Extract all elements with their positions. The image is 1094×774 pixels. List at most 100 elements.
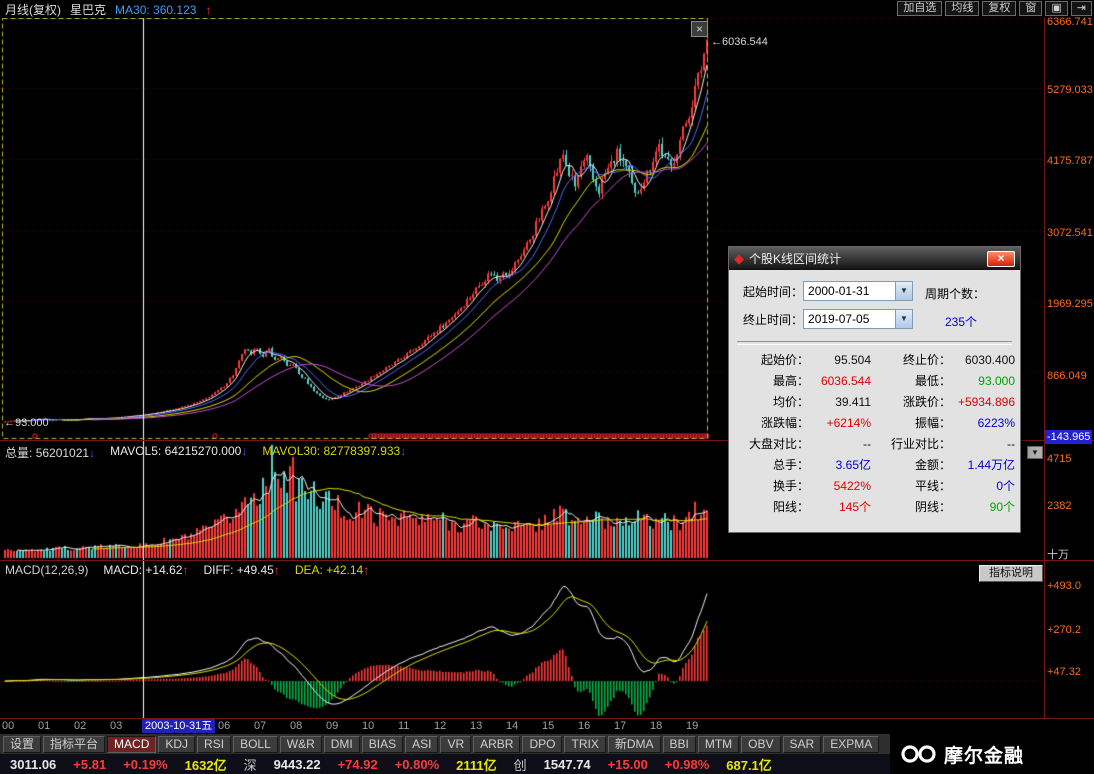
indicator-tab-mtm[interactable]: MTM <box>697 735 740 753</box>
window-button[interactable]: 窗 <box>1019 1 1043 16</box>
dialog-separator <box>737 341 1012 345</box>
stat-label: 总手： <box>772 458 809 472</box>
top-bar-buttons: 加自选 均线 复权 窗 ▣ ⇥ <box>897 1 1092 16</box>
pane-divider <box>0 440 1094 441</box>
volume-dropdown-button[interactable]: ▼ <box>1027 446 1043 459</box>
x-axis-year-label: 03 <box>110 720 123 732</box>
stat-label: 均价： <box>772 395 809 409</box>
dialog-title-bar[interactable]: ◆ 个股K线区间统计 × <box>729 247 1020 270</box>
dock-right-icon[interactable]: ⇥ <box>1070 1 1092 16</box>
low-price-marker: ←93.000 <box>4 417 49 429</box>
stat-label: 阳线： <box>772 500 809 514</box>
close-pane-button[interactable]: × <box>691 21 708 37</box>
status-item: 687.1亿 <box>726 757 772 773</box>
indicator-tab-trix[interactable]: TRIX <box>564 735 606 753</box>
stat-value: 90个 <box>989 500 1015 514</box>
indicator-tab-dmi[interactable]: DMI <box>323 735 360 753</box>
macd-chart[interactable] <box>0 561 1044 718</box>
settings-button[interactable]: 设置 <box>3 735 42 753</box>
stat-value: 6223% <box>977 416 1015 430</box>
stat-value: 6030.400 <box>964 353 1015 367</box>
layout-grid-icon[interactable]: ▣ <box>1045 1 1068 16</box>
start-date-select[interactable]: 2000-01-31 ▼ <box>803 281 914 301</box>
up-arrow-icon: ↑ <box>273 563 280 577</box>
status-item: 1632亿 <box>184 757 227 773</box>
x-axis-year-label: 11 <box>398 720 410 732</box>
indicator-tab-rsi[interactable]: RSI <box>197 735 232 753</box>
crosshair-date-badge: 2003-10-31五 <box>142 719 216 733</box>
status-item: 3011.06 <box>10 756 57 772</box>
x-axis-year-label: 17 <box>614 720 627 732</box>
indicator-platform-button[interactable]: 指标平台 <box>43 735 106 753</box>
x-axis-year-label: 19 <box>686 720 699 732</box>
pane-divider <box>0 560 1094 561</box>
pane-divider <box>0 718 1094 719</box>
indicator-tab-bbi[interactable]: BBI <box>662 735 696 753</box>
price-axis-label: 1969.295 <box>1047 298 1093 310</box>
dialog-title: 个股K线区间统计 <box>749 252 842 266</box>
x-axis-year-label: 00 <box>2 720 15 732</box>
crosshair-price-badge: -143.965 <box>1045 430 1093 444</box>
stat-value: +6214% <box>826 416 871 430</box>
indicator-tab-boll[interactable]: BOLL <box>233 735 278 753</box>
infinity-logo-icon <box>901 745 936 763</box>
macd-axis-label: +270.2 <box>1047 624 1081 636</box>
up-arrow-icon: ↑ <box>363 563 370 577</box>
app-diamond-icon: ◆ <box>734 251 744 266</box>
indicator-tab-vr[interactable]: VR <box>440 735 472 753</box>
macd-axis-label: +493.0 <box>1047 580 1081 592</box>
indicator-tab-arbr[interactable]: ARBR <box>473 735 521 753</box>
volume-header: 总量: 56201021↓ MAVOL5: 64215270.000↓ MAVO… <box>5 444 407 460</box>
period-count-value: 235个 <box>945 315 978 329</box>
x-axis-year-label: 09 <box>326 720 339 732</box>
stat-label: 阴线： <box>914 500 951 514</box>
indicator-tab-obv[interactable]: OBV <box>741 735 781 753</box>
status-item: 9443.22 <box>273 756 321 772</box>
down-arrow-icon: ↓ <box>89 446 96 460</box>
macd-header: MACD(12,26,9) MACD: +14.62↑ DIFF: +49.45… <box>5 563 370 577</box>
indicator-tab-expma[interactable]: EXPMA <box>823 735 880 753</box>
stat-label: 平线： <box>914 479 951 493</box>
stat-label: 涨跌价： <box>902 395 951 409</box>
status-item: +0.98% <box>664 756 710 772</box>
top-bar: 月线(复权) 星巴克 MA30: 360.123 ↑ 加自选 均线 复权 窗 ▣… <box>0 0 1094 17</box>
chevron-down-icon[interactable]: ▼ <box>895 310 913 328</box>
x-axis-year-label: 01 <box>38 720 51 732</box>
indicator-tab-kdj[interactable]: KDJ <box>158 735 196 753</box>
indicator-tab-sar[interactable]: SAR <box>782 735 822 753</box>
chart-title-group: 月线(复权) 星巴克 MA30: 360.123 ↑ <box>5 1 211 18</box>
indicator-tab-w&r[interactable]: W&R <box>279 735 322 753</box>
indicator-tab-新dma[interactable]: 新DMA <box>607 735 661 753</box>
indicator-help-button[interactable]: 指标说明 <box>979 565 1043 582</box>
stat-value: 6036.544 <box>820 374 871 388</box>
brand-logo-text: 摩尔金融 <box>944 745 1025 767</box>
indicator-tab-asi[interactable]: ASI <box>405 735 439 753</box>
axis-divider <box>1044 18 1045 719</box>
indicator-tab-bias[interactable]: BIAS <box>361 735 404 753</box>
stat-value: -- <box>1007 437 1015 451</box>
price-axis-label: 5279.033 <box>1047 84 1093 96</box>
adjust-price-button[interactable]: 复权 <box>982 1 1017 16</box>
end-date-select[interactable]: 2019-07-05 ▼ <box>803 309 914 329</box>
add-watchlist-button[interactable]: 加自选 <box>897 1 943 16</box>
status-item: 创 <box>513 757 527 773</box>
status-item: 1547.74 <box>543 756 591 772</box>
stat-label: 金额： <box>914 458 951 472</box>
down-arrow-icon: ↓ <box>241 444 248 458</box>
stat-value: 39.411 <box>835 395 871 409</box>
ma-toggle-button[interactable]: 均线 <box>945 1 980 16</box>
chevron-down-icon[interactable]: ▼ <box>895 282 913 300</box>
dialog-close-button[interactable]: × <box>987 250 1015 267</box>
status-item: 深 <box>243 757 257 773</box>
x-axis-year-label: 07 <box>254 720 267 732</box>
stat-value: 3.65亿 <box>835 458 871 472</box>
price-axis-label: 3072.541 <box>1047 227 1093 239</box>
brand-logo: 摩尔金融 <box>890 734 1094 774</box>
volume-unit-label: 十万 <box>1047 549 1069 561</box>
indicator-tab-dpo[interactable]: DPO <box>522 735 563 753</box>
period-label: 月线(复权) <box>5 3 61 17</box>
status-item: +15.00 <box>607 756 648 772</box>
stat-label: 终止价： <box>902 353 951 367</box>
status-item: +74.92 <box>337 756 378 772</box>
indicator-tab-macd[interactable]: MACD <box>107 735 157 753</box>
